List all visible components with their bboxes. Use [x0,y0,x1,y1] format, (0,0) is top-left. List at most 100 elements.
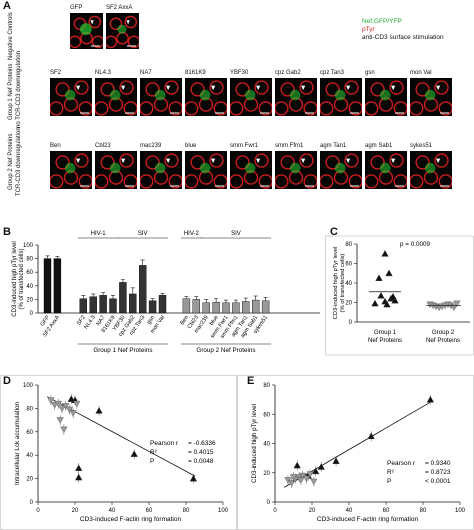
nef-signal [244,89,256,101]
bar-gfp [43,258,52,314]
group1-point [293,461,301,469]
x-tick-label: NA7 [96,315,107,327]
micrograph-label: smm Fwr1 [230,143,258,149]
micrograph-label: gsn [365,70,375,76]
x-tick-label: GFP [40,314,52,327]
cell-membrane [438,101,452,116]
scatter-chart-panel-c: 0 20 40 60 80 CD3-induced high pTyr level (% o… [325,235,474,356]
group1-point [391,296,399,304]
cell-membrane [275,174,289,189]
group1-point [389,292,397,300]
cell-membrane [209,153,224,168]
legend-cd3: anti-CD3 surface stimulation [362,34,444,41]
gfp-signal [79,23,92,36]
cell-membrane [344,80,359,95]
panel-a-legend: Nef.GFP/YFP pTyr anti-CD3 surface stimul… [362,18,444,42]
cell-membrane [254,80,269,95]
panel-e-letter: E [247,375,255,387]
panel-b-letter: B [3,226,11,238]
group1-point [375,274,383,281]
bar-nl4-3 [89,296,97,314]
nef-signal [109,162,121,174]
arrowhead-marker [166,85,171,91]
y-tick-label: 0 [349,320,353,326]
nef-signal [154,162,166,174]
micrograph-label: mac239 [140,143,162,149]
arrowhead-marker [76,85,81,91]
group1-point [426,395,435,403]
caption-group1: Group 1 Nef Proteins [93,347,152,354]
cell-membrane [78,101,92,116]
arrowhead-marker [121,85,126,91]
stat-name: Pearson r [150,440,179,447]
micrograph-label: SF2 [50,70,62,76]
micrograph-label: Ben [50,143,61,149]
x-tick-label: 20 [309,508,316,514]
y-axis-label-units: (% of transfected cells) [340,253,346,312]
y-tick-label: 60 [26,270,33,276]
group1-point [75,464,83,471]
legend-nef: Nef.GFP/YFP [362,18,402,25]
x-tick-label: 100 [218,508,229,514]
micrograph-tile-mac239 [140,151,182,189]
group1-point [130,450,138,457]
cell-membrane [190,155,205,170]
cell-membrane [106,35,118,49]
micrograph-tile-cbl23 [95,151,137,189]
x-tick-label: 80 [183,508,190,514]
x-tick-label: Ben [179,315,190,327]
micrograph-label: 8161K9 [185,70,206,76]
cell-membrane [410,101,424,116]
micrograph-label: smm Ffm1 [275,143,304,149]
p-value: p = 0.0009 [400,241,430,248]
group1-point [317,463,325,470]
category-label-2-line2: Nef Proteins [426,337,460,344]
group2-point [47,397,55,404]
nef-signal [334,162,346,174]
group1-point [312,467,320,475]
y-tick-label: 20 [26,297,33,303]
nef-signal [117,24,127,34]
arrowhead-marker [211,85,216,91]
micrograph-label: YBF30 [230,70,249,76]
cell-membrane [235,82,250,97]
bar-chart-panel-b: 0 20 40 60 80 100 CD3-induced high pTyr level(… [12,231,320,354]
cell-membrane [370,155,385,170]
arrowhead-marker [346,85,351,91]
cell-membrane [74,153,89,168]
stat-value: < 0.0001 [425,478,451,485]
cell-membrane [348,174,362,189]
legend-ptyr: pTyr [362,26,375,33]
cell-membrane [123,101,137,116]
row-sublabel-group1: no TCR-CD3 downregulation [16,51,22,128]
cell-membrane [320,174,334,189]
micrograph-label: NA7 [140,70,152,76]
bar-sf2-axxa [53,258,62,314]
x-axis-label: CD3-induced F-actin ring formation [80,516,182,523]
bar-ben [182,298,191,314]
y-axis-label-units: (% of transfected cells) [19,248,25,309]
y-tick-label: 20 [263,471,270,477]
group1-point [367,432,375,440]
micrograph-tile-cpz-gab2 [275,78,317,116]
y-tick-label: 40 [345,281,352,287]
micrograph-label: agm Tan1 [320,143,347,149]
micrograph-tile-smm-fwr1 [230,151,272,189]
cell-membrane [365,174,379,189]
header-hiv2: HIV-2 [184,231,200,237]
y-tick-label: 80 [263,383,270,389]
nef-signal [154,89,166,101]
cell-membrane [303,101,317,116]
y-tick-label: 80 [26,406,33,412]
panel-a-letter: A [3,0,11,12]
row-label-group1: Group 1 Nef Proteins [8,63,14,120]
group1-point [383,300,391,308]
row-label-group2: Group 2 Nef Proteins [8,133,14,190]
bar-cbl23 [192,299,201,314]
y-tick-label: 0 [267,500,271,506]
cell-membrane [127,35,139,49]
cell-membrane [88,15,102,29]
cell-membrane [55,155,70,170]
caption-group2: Group 2 Nef Proteins [196,347,255,354]
cell-membrane [100,155,115,170]
